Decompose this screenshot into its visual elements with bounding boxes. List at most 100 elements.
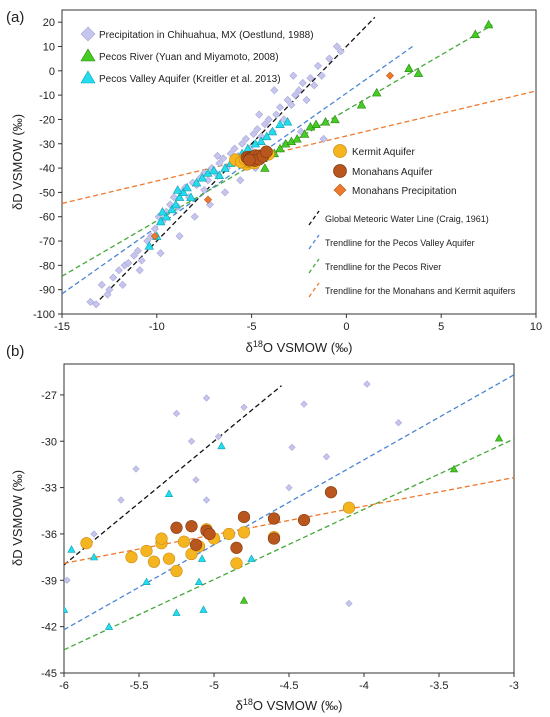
panel-b-ticks: -6 -5.5 -5 -4.5 -4 -3.5 -3 -45 -42 -39 -36 -33 -30 -2… — [41, 390, 519, 692]
point-monahans — [203, 527, 216, 541]
point-monahans — [260, 145, 273, 159]
point-chihuahua — [363, 380, 371, 388]
point-chihuahua — [230, 144, 239, 153]
point-chihuahua — [288, 443, 296, 452]
point-chihuahua — [270, 86, 279, 95]
point-pecos-river — [494, 433, 504, 442]
panel-a-legend-top: Precipitation in Chihuahua, MX (Oestlund… — [80, 26, 314, 85]
point-pecos-aquifer — [275, 119, 285, 128]
point-kermit — [140, 544, 153, 558]
legend-chihuahua-marker — [80, 26, 96, 42]
trendline-trend-aquifer — [64, 374, 514, 631]
point-pecos-aquifer — [67, 545, 76, 553]
y-tick-label: -36 — [41, 529, 57, 541]
y-tick-label: -20 — [39, 114, 55, 126]
point-monahans-precip — [150, 232, 159, 241]
panel-a-legend-mid: Kermit Aquifer Monahans Aquifer Monahans… — [333, 144, 457, 197]
point-pecos-aquifer — [197, 172, 208, 182]
point-chihuahua — [130, 251, 139, 260]
point-chihuahua — [187, 437, 196, 445]
point-chihuahua — [133, 246, 142, 255]
panel-b-y-axis-label: δD VSMOW (‰) — [10, 470, 25, 566]
point-pecos-aquifer — [214, 170, 225, 180]
point-pecos-aquifer — [144, 241, 154, 250]
panel-b-points — [64, 380, 504, 630]
x-tick-label: -3.5 — [430, 680, 449, 692]
point-chihuahua — [272, 110, 281, 119]
point-chihuahua — [289, 71, 298, 80]
legend-gmwl-swatch — [308, 210, 320, 226]
y-tick-label: -80 — [39, 260, 55, 272]
legend-trend-aquifer-swatch — [308, 234, 320, 250]
point-chihuahua — [118, 280, 127, 289]
point-monahans-precip — [203, 195, 213, 204]
point-chihuahua — [213, 151, 222, 160]
point-pecos-aquifer — [172, 185, 183, 194]
point-pecos-aquifer — [197, 554, 207, 562]
point-chihuahua — [291, 91, 300, 100]
y-tick-label: -30 — [41, 436, 57, 448]
point-pecos-river — [449, 464, 459, 473]
legend-trend-monahans-label: Trendline for the Monahans and Kermit aq… — [325, 286, 516, 296]
point-pecos-aquifer — [167, 204, 177, 214]
legend-pecos-aquifer-label: Pecos Valley Aquifer (Kreitler et al. 20… — [99, 74, 281, 85]
point-pecos-aquifer — [282, 117, 293, 126]
point-pecos-aquifer — [256, 136, 266, 145]
panel-b-label: (b) — [6, 343, 24, 360]
panel-a-y-axis-label: δD VSMOW (‰) — [10, 114, 25, 210]
y-tick-label: -70 — [39, 236, 55, 248]
legend-pecos-river-label: Pecos River (Yuan and Miyamoto, 2008) — [99, 52, 279, 63]
point-monahans — [170, 521, 183, 534]
point-monahans — [243, 153, 256, 167]
point-chihuahua — [322, 453, 331, 461]
point-pecos-aquifer — [208, 165, 219, 175]
point-pecos-aquifer — [262, 131, 272, 141]
panel-b-x-axis-label: δ18O VSMOW (‰) — [236, 697, 343, 713]
point-chihuahua — [214, 432, 223, 441]
point-pecos-aquifer — [186, 192, 196, 201]
point-monahans — [267, 532, 281, 545]
panel-a: (a) -15 -10 -5 0 5 10-100-90-80-70-60-50-40-3… — [6, 9, 542, 355]
point-chihuahua — [287, 100, 296, 109]
point-chihuahua — [156, 249, 165, 258]
point-pecos-aquifer — [267, 126, 278, 136]
point-chihuahua — [255, 110, 264, 119]
point-chihuahua — [279, 115, 288, 124]
point-chihuahua — [202, 394, 211, 402]
point-chihuahua — [109, 273, 118, 282]
point-pecos-aquifer — [64, 605, 69, 613]
point-pecos-aquifer — [172, 608, 181, 616]
point-monahans — [297, 513, 311, 527]
point-chihuahua — [302, 95, 311, 105]
point-pecos-river — [311, 119, 321, 128]
point-monahans — [230, 541, 243, 554]
point-chihuahua — [135, 266, 144, 275]
x-tick-label: 0 — [343, 321, 349, 333]
panel-a-x-axis-label: δ18O VSMOW (‰) — [246, 339, 353, 355]
point-pecos-river — [413, 68, 424, 77]
point-pecos-aquifer — [182, 182, 192, 192]
point-pecos-aquifer — [142, 577, 151, 586]
point-chihuahua — [200, 185, 209, 194]
point-chihuahua — [90, 530, 98, 538]
point-chihuahua — [300, 400, 308, 408]
point-pecos-river — [404, 63, 414, 73]
point-pecos-aquifer — [217, 441, 226, 450]
y-tick-label: -30 — [39, 139, 55, 151]
point-chihuahua — [219, 154, 228, 163]
point-chihuahua — [264, 115, 273, 124]
point-chihuahua — [202, 496, 211, 504]
point-chihuahua — [306, 74, 315, 83]
y-tick-label: -60 — [39, 212, 55, 224]
point-pecos-aquifer — [157, 207, 168, 216]
point-kermit — [155, 532, 168, 545]
point-monahans — [237, 510, 251, 524]
point-chihuahua — [86, 297, 95, 306]
point-kermit — [342, 501, 356, 514]
point-pecos-river — [483, 19, 494, 29]
point-chihuahua — [240, 403, 248, 411]
point-pecos-aquifer — [174, 192, 185, 201]
legend-trend-aquifer-label: Trendline for the Pecos Valley Aquifer — [325, 238, 475, 248]
point-chihuahua — [114, 266, 123, 275]
point-pecos-aquifer — [220, 163, 230, 172]
